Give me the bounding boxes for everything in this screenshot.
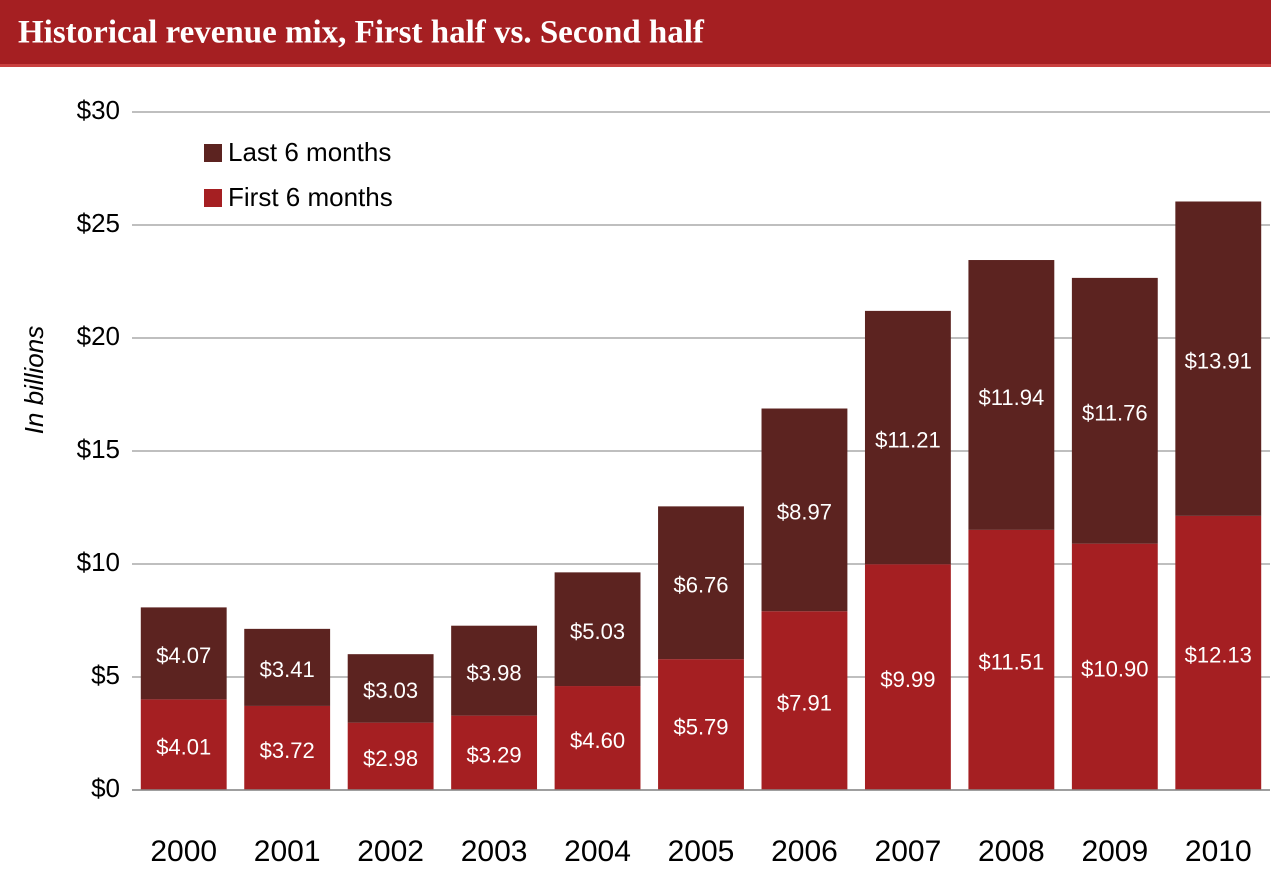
data-label: $6.76: [673, 573, 728, 598]
bar-segment: [968, 529, 1055, 790]
y-tick-label: $30: [77, 95, 120, 125]
bar-segment: [140, 699, 227, 790]
legend-swatch: [204, 144, 222, 162]
data-label: $3.98: [467, 660, 522, 685]
y-tick-label: $0: [91, 773, 120, 803]
data-label: $11.76: [1082, 401, 1148, 426]
bar-segment: [347, 722, 434, 790]
y-axis-label: In billions: [19, 326, 49, 434]
y-tick-label: $10: [77, 547, 120, 577]
x-tick-label: 2005: [668, 835, 735, 868]
bar-segment: [1175, 515, 1262, 790]
data-label: $8.97: [777, 500, 832, 525]
data-label: $11.94: [979, 385, 1045, 410]
bar-segment: [761, 408, 848, 612]
bar-segment: [658, 506, 744, 660]
bar-segment: [451, 625, 538, 716]
data-label: $7.91: [777, 690, 832, 715]
x-tick-label: 2007: [875, 835, 942, 868]
bar-segment: [554, 572, 641, 687]
x-tick-label: 2000: [150, 835, 217, 868]
data-label: $5.79: [673, 714, 728, 739]
bar-segment: [864, 310, 951, 565]
bar-segment: [554, 686, 641, 790]
data-label: $3.41: [260, 657, 315, 682]
y-tick-label: $15: [77, 434, 120, 464]
x-tick-label: 2009: [1081, 835, 1148, 868]
y-tick-label: $20: [77, 321, 120, 351]
x-tick-label: 2008: [978, 835, 1045, 868]
data-label: $4.60: [570, 728, 625, 753]
y-tick-label: $25: [77, 208, 120, 238]
x-tick-label: 2001: [254, 835, 321, 868]
bar-segment: [658, 659, 744, 790]
data-label: $4.07: [156, 643, 211, 668]
data-label: $2.98: [363, 746, 418, 771]
x-tick-label: 2003: [461, 835, 528, 868]
bar-segment: [347, 654, 434, 723]
bar-segment: [1071, 543, 1158, 790]
x-tick-label: 2006: [771, 835, 838, 868]
x-tick-label: 2010: [1185, 835, 1252, 868]
bar-segment: [864, 564, 951, 790]
bar-segment: [1175, 201, 1262, 516]
bar-segment: [244, 628, 331, 706]
legend-label: Last 6 months: [228, 137, 391, 167]
data-label: $5.03: [570, 619, 625, 644]
legend-swatch: [204, 189, 222, 207]
data-label: $4.01: [156, 734, 211, 759]
data-label: $13.91: [1185, 348, 1252, 373]
chart-title: Historical revenue mix, First half vs. S…: [18, 15, 705, 51]
bar-segment: [968, 260, 1055, 530]
data-label: $9.99: [880, 667, 935, 692]
bar-segment: [451, 715, 538, 790]
data-label: $3.29: [467, 743, 522, 768]
bar-segment: [761, 611, 848, 790]
data-label: $11.21: [875, 427, 941, 452]
data-label: $10.90: [1081, 657, 1148, 682]
bar-segment: [244, 705, 331, 790]
title-rule: [0, 64, 1271, 67]
bar-segment: [140, 607, 227, 700]
data-label: $11.51: [979, 650, 1045, 675]
bar-segment: [1071, 277, 1158, 544]
x-tick-label: 2004: [564, 835, 631, 868]
title-banner: [0, 0, 1271, 64]
x-tick-label: 2002: [357, 835, 424, 868]
y-tick-label: $5: [91, 660, 120, 690]
data-label: $3.72: [260, 738, 315, 763]
data-label: $12.13: [1185, 643, 1252, 668]
data-label: $3.03: [363, 678, 418, 703]
legend-label: First 6 months: [228, 182, 393, 212]
